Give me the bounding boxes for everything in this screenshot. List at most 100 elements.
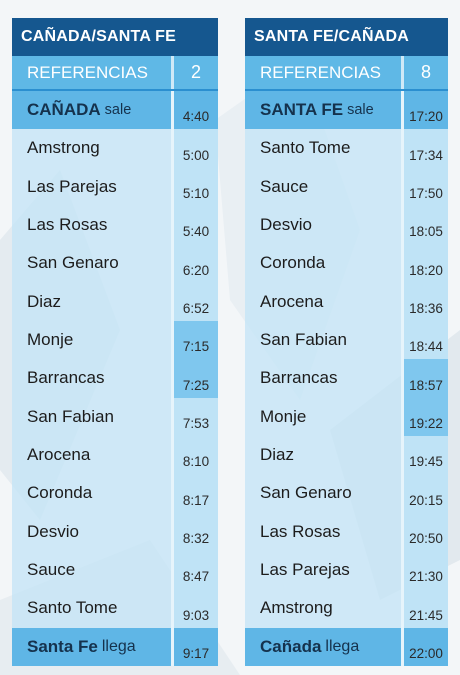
stop-name: Las Rosas (245, 512, 404, 551)
stop-row: Arocena 18:36 (245, 282, 448, 321)
stop-name: Las Rosas (12, 205, 174, 245)
references-number: 2 (190, 62, 201, 82)
stop-row: Diaz 6:52 (12, 282, 218, 321)
stop-row: Las Rosas 5:40 (12, 205, 218, 245)
departure-row: CAÑADA sale 4:40 (12, 91, 218, 130)
stop-name: Arocena (12, 435, 174, 475)
stop-time: 8:32 (174, 512, 218, 551)
stop-name: Santo Tome (245, 129, 404, 168)
stop-name: San Genaro (12, 244, 174, 283)
departure-label: sale (347, 102, 374, 119)
stop-row: Barrancas 7:25 (12, 359, 218, 398)
stop-row: Las Parejas 5:10 (12, 167, 218, 206)
stop-row: Arocena 8:10 (12, 435, 218, 475)
stop-name: Monje (245, 397, 404, 436)
panel-title: CAÑADA/SANTA FE (12, 18, 218, 56)
stop-row: Coronda 18:20 (245, 244, 448, 283)
stop-time: 7:53 (174, 397, 218, 436)
references-bar: REFERENCIAS 8 (245, 56, 448, 91)
stop-name: Sauce (12, 550, 174, 590)
panel-title: SANTA FE/CAÑADA (245, 18, 448, 56)
stop-list: CAÑADA sale 4:40 Amstrong 5:00 Las Parejas 5:1… (12, 91, 218, 666)
stop-time: 21:30 (404, 550, 448, 590)
references-bar: REFERENCIAS 2 (12, 56, 218, 91)
stop-name: Barrancas (12, 359, 174, 398)
stop-time: 19:45 (404, 435, 448, 475)
arrival-time: 22:00 (404, 627, 448, 666)
stop-name: Diaz (245, 435, 404, 475)
departure-time: 17:20 (404, 91, 448, 130)
stop-time: 8:17 (174, 474, 218, 513)
stop-name: Coronda (245, 244, 404, 283)
stop-time: 8:47 (174, 550, 218, 590)
stop-row: Amstrong 5:00 (12, 129, 218, 168)
stop-name: Amstrong (245, 589, 404, 628)
stop-time: 5:00 (174, 129, 218, 168)
arrival-row: Cañada llega 22:00 (245, 627, 448, 666)
arrival-row: Santa Fe llega 9:17 (12, 627, 218, 666)
arrival-city: Santa Fe (27, 636, 98, 656)
stop-time: 20:50 (404, 512, 448, 551)
stop-name: Monje (12, 320, 174, 360)
schedule-panel-canada-santafe: CAÑADA/SANTA FE REFERENCIAS 2 CAÑADA sale… (12, 18, 218, 666)
arrival-label: llega (325, 637, 360, 655)
stop-time: 21:45 (404, 589, 448, 628)
stop-time: 8:10 (174, 435, 218, 475)
stop-row: Santo Tome 9:03 (12, 589, 218, 628)
stop-time: 7:15 (174, 320, 218, 360)
stop-name: Las Parejas (245, 550, 404, 590)
arrival-stop: Cañada llega (245, 627, 404, 666)
departure-time: 4:40 (174, 91, 218, 130)
stop-time: 18:44 (404, 320, 448, 360)
stop-row: Desvio 18:05 (245, 205, 448, 245)
references-number: 8 (420, 62, 431, 82)
departure-label: sale (104, 102, 132, 119)
stop-time: 18:36 (404, 282, 448, 321)
stop-time: 7:25 (174, 359, 218, 398)
stop-row: San Fabian 7:53 (12, 397, 218, 436)
stop-row: Barrancas 18:57 (245, 359, 448, 398)
stop-row: San Fabian 18:44 (245, 320, 448, 360)
departure-city: SANTA FE (260, 100, 344, 120)
arrival-time: 9:17 (174, 627, 218, 666)
stop-time: 20:15 (404, 474, 448, 513)
stop-row: Desvio 8:32 (12, 512, 218, 551)
stop-row: San Genaro 6:20 (12, 244, 218, 283)
stop-time: 6:20 (174, 244, 218, 283)
references-label: REFERENCIAS (245, 56, 404, 89)
stop-time: 6:52 (174, 282, 218, 321)
stop-time: 9:03 (174, 589, 218, 628)
stop-name: San Genaro (245, 474, 404, 513)
stop-name: Las Parejas (12, 167, 174, 206)
arrival-stop: Santa Fe llega (12, 627, 174, 666)
arrival-label: llega (101, 637, 136, 655)
stop-list: SANTA FE sale 17:20 Santo Tome 17:34 Sauce 17:… (245, 91, 448, 666)
stop-time: 19:22 (404, 397, 448, 436)
stop-row: Monje 19:22 (245, 397, 448, 436)
stop-name: Desvio (12, 512, 174, 551)
departure-stop: SANTA FE sale (245, 91, 404, 130)
stop-row: Coronda 8:17 (12, 474, 218, 513)
stop-name: Desvio (245, 205, 404, 245)
stop-time: 17:34 (404, 129, 448, 168)
stop-name: Santo Tome (12, 589, 174, 628)
references-label: REFERENCIAS (12, 56, 174, 89)
arrival-city: Cañada (260, 636, 322, 656)
stop-time: 5:40 (174, 205, 218, 245)
stop-time: 5:10 (174, 167, 218, 206)
stop-name: Amstrong (12, 129, 174, 168)
stop-time: 17:50 (404, 167, 448, 206)
stop-name: San Fabian (12, 397, 174, 436)
stop-name: Sauce (245, 167, 404, 206)
stop-time: 18:57 (404, 359, 448, 398)
stop-time: 18:20 (404, 244, 448, 283)
stop-row: San Genaro 20:15 (245, 474, 448, 513)
schedule-panel-santafe-canada: SANTA FE/CAÑADA REFERENCIAS 8 SANTA FE sa… (245, 18, 448, 666)
stop-row: Amstrong 21:45 (245, 589, 448, 628)
stop-name: San Fabian (245, 320, 404, 360)
departure-row: SANTA FE sale 17:20 (245, 91, 448, 130)
stop-row: Monje 7:15 (12, 320, 218, 360)
stop-name: Diaz (12, 282, 174, 321)
stop-time: 18:05 (404, 205, 448, 245)
stop-row: Las Rosas 20:50 (245, 512, 448, 551)
